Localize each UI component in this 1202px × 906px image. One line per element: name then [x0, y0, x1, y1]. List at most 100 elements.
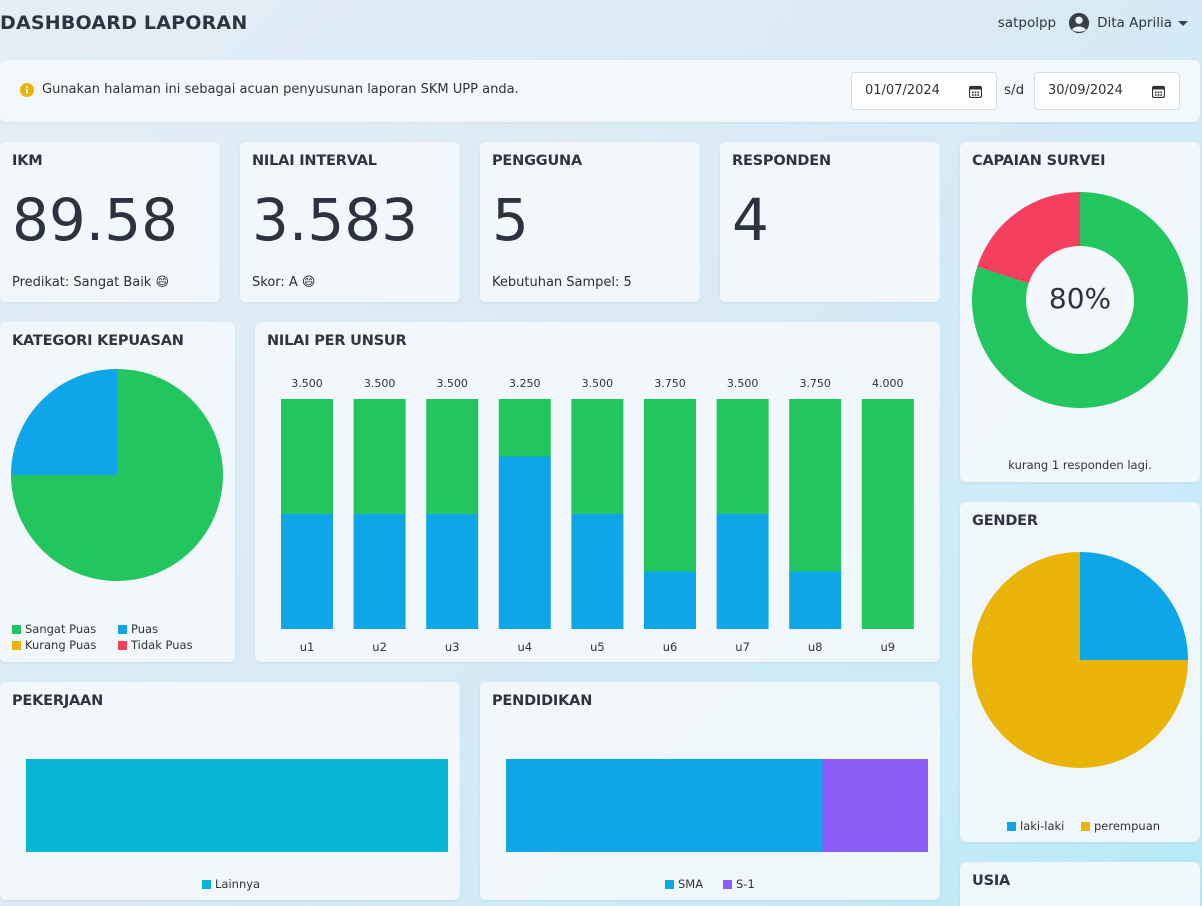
legend-item[interactable]: Lainnya — [202, 877, 260, 891]
date-from-input[interactable]: 01/07/2024 — [851, 72, 997, 110]
info-icon — [20, 83, 34, 97]
bar-segment-u3[interactable] — [426, 514, 479, 629]
x-tick-label: u4 — [517, 640, 532, 654]
pendidikan-legend: SMA S-1 — [480, 877, 940, 893]
capaian-percent: 80% — [1048, 282, 1112, 315]
legend-item[interactable]: SMA — [665, 877, 703, 891]
pengguna-value: 5 — [492, 186, 529, 254]
pie-slice-perempuan[interactable] — [972, 552, 1188, 768]
bar-total-label: 3.750 — [654, 377, 686, 390]
x-tick-label: u2 — [372, 640, 387, 654]
legend-label: Tidak Puas — [131, 638, 193, 652]
legend-label: Puas — [131, 622, 159, 636]
legend-item[interactable]: Sangat Puas — [12, 622, 96, 636]
calendar-icon[interactable] — [969, 85, 982, 98]
legend-swatch — [12, 624, 21, 634]
bar-segment-s-1[interactable] — [822, 759, 929, 852]
user-circle-icon — [1069, 12, 1090, 34]
bar-segment-u4[interactable] — [498, 456, 551, 630]
legend-label: SMA — [678, 877, 704, 891]
bar-segment-u2[interactable] — [353, 399, 406, 514]
responden-value: 4 — [732, 186, 769, 254]
bar-segment-u7[interactable] — [716, 399, 769, 514]
bar-segment-u3[interactable] — [426, 399, 479, 514]
capaian-card: CAPAIAN SURVEI 80% kurang 1 responden la… — [960, 142, 1200, 482]
legend-label: S-1 — [736, 877, 755, 891]
kebutuhan-sampel: Kebutuhan Sampel: 5 — [492, 275, 632, 290]
bar-segment-u8[interactable] — [789, 571, 842, 630]
page-title: DASHBOARD LAPORAN — [0, 12, 248, 34]
pengguna-card: PENGGUNA 5 Kebutuhan Sampel: 5 — [480, 142, 700, 302]
x-tick-label: u9 — [880, 640, 895, 654]
pie-slice-laki-laki[interactable] — [1080, 552, 1188, 660]
x-tick-label: u7 — [735, 640, 750, 654]
legend-swatch — [118, 624, 127, 634]
donut-hole — [1026, 246, 1134, 354]
interval-card: NILAI INTERVAL 3.583 Skor: A 😄 — [240, 142, 460, 302]
kepuasan-pie-chart — [11, 369, 223, 581]
bar-segment-u1[interactable] — [281, 399, 333, 514]
kepuasan-title: KATEGORI KEPUASAN — [12, 333, 184, 349]
legend-item[interactable]: Kurang Puas — [12, 638, 96, 652]
bar-segment-sma[interactable] — [506, 759, 823, 852]
usia-title: USIA — [972, 873, 1011, 889]
ikm-card: IKM 89.58 Predikat: Sangat Baik 😄 — [0, 142, 220, 302]
legend-label: Sangat Puas — [25, 622, 97, 636]
bar-segment-u2[interactable] — [353, 514, 406, 629]
bar-segment-lainnya[interactable] — [26, 759, 448, 852]
responden-title: RESPONDEN — [732, 153, 831, 169]
gender-legend: laki-laki perempuan — [960, 819, 1200, 835]
ikm-title: IKM — [12, 153, 43, 169]
bar-segment-u6[interactable] — [644, 399, 696, 572]
bar-segment-u1[interactable] — [281, 514, 333, 629]
legend-swatch — [1081, 821, 1090, 831]
legend-swatch — [118, 640, 127, 650]
bar-total-label: 3.750 — [799, 377, 831, 390]
pekerjaan-bar-chart — [26, 759, 448, 852]
kepuasan-card: KATEGORI KEPUASAN Sangat Puas Puas Kuran… — [0, 322, 235, 662]
bar-total-label: 4.000 — [872, 377, 904, 390]
bar-total-label: 3.500 — [364, 377, 396, 390]
date-separator: s/d — [1004, 82, 1025, 98]
bar-segment-u5[interactable] — [571, 514, 624, 629]
x-tick-label: u8 — [808, 640, 823, 654]
responden-card: RESPONDEN 4 — [720, 142, 940, 302]
bar-segment-u6[interactable] — [644, 571, 696, 630]
pekerjaan-legend: Lainnya — [0, 877, 460, 893]
bar-segment-u9[interactable] — [861, 399, 914, 629]
bar-segment-u8[interactable] — [789, 399, 842, 572]
user-menu[interactable]: satpolpp Dita Aprilia — [998, 12, 1188, 34]
bar-total-label: 3.500 — [291, 377, 323, 390]
bar-total-label: 3.250 — [509, 377, 541, 390]
legend-swatch — [202, 879, 211, 889]
pie-slice-puas[interactable] — [11, 369, 117, 475]
legend-swatch — [1007, 821, 1016, 831]
legend-item[interactable]: Puas — [118, 622, 158, 636]
pendidikan-card: PENDIDIKAN SMA S-1 — [480, 682, 940, 900]
info-bar: Gunakan halaman ini sebagai acuan penyus… — [0, 60, 1200, 122]
legend-item[interactable]: laki-laki — [1007, 819, 1064, 833]
x-tick-label: u3 — [445, 640, 460, 654]
kepuasan-legend: Sangat Puas Puas Kurang Puas Tidak Puas — [12, 622, 232, 656]
bar-segment-u4[interactable] — [498, 399, 551, 457]
unsur-bar-chart: 3.500 u1 3.500 u2 3.500 u3 3.250 u4 3.500 u5 3.750… — [281, 377, 914, 654]
capaian-note: kurang 1 responden lagi. — [1008, 458, 1152, 472]
legend-swatch — [665, 879, 674, 889]
pendidikan-bar-chart — [506, 759, 929, 852]
org-name: satpolpp — [997, 15, 1057, 31]
date-to-input[interactable]: 30/09/2024 — [1034, 72, 1180, 110]
interval-value: 3.583 — [252, 186, 419, 254]
bar-segment-u5[interactable] — [571, 399, 624, 514]
ikm-value: 89.58 — [12, 186, 179, 254]
legend-item[interactable]: perempuan — [1081, 819, 1160, 833]
legend-item[interactable]: S-1 — [723, 877, 755, 891]
capaian-title: CAPAIAN SURVEI — [972, 153, 1106, 169]
calendar-icon[interactable] — [1152, 85, 1165, 98]
legend-item[interactable]: Tidak Puas — [118, 638, 193, 652]
bar-total-label: 3.500 — [727, 377, 759, 390]
bar-segment-u7[interactable] — [716, 514, 769, 629]
user-name: Dita Aprilia — [1097, 15, 1172, 31]
caret-down-icon — [1178, 21, 1188, 26]
legend-swatch — [12, 640, 21, 650]
unsur-title: NILAI PER UNSUR — [267, 333, 407, 349]
